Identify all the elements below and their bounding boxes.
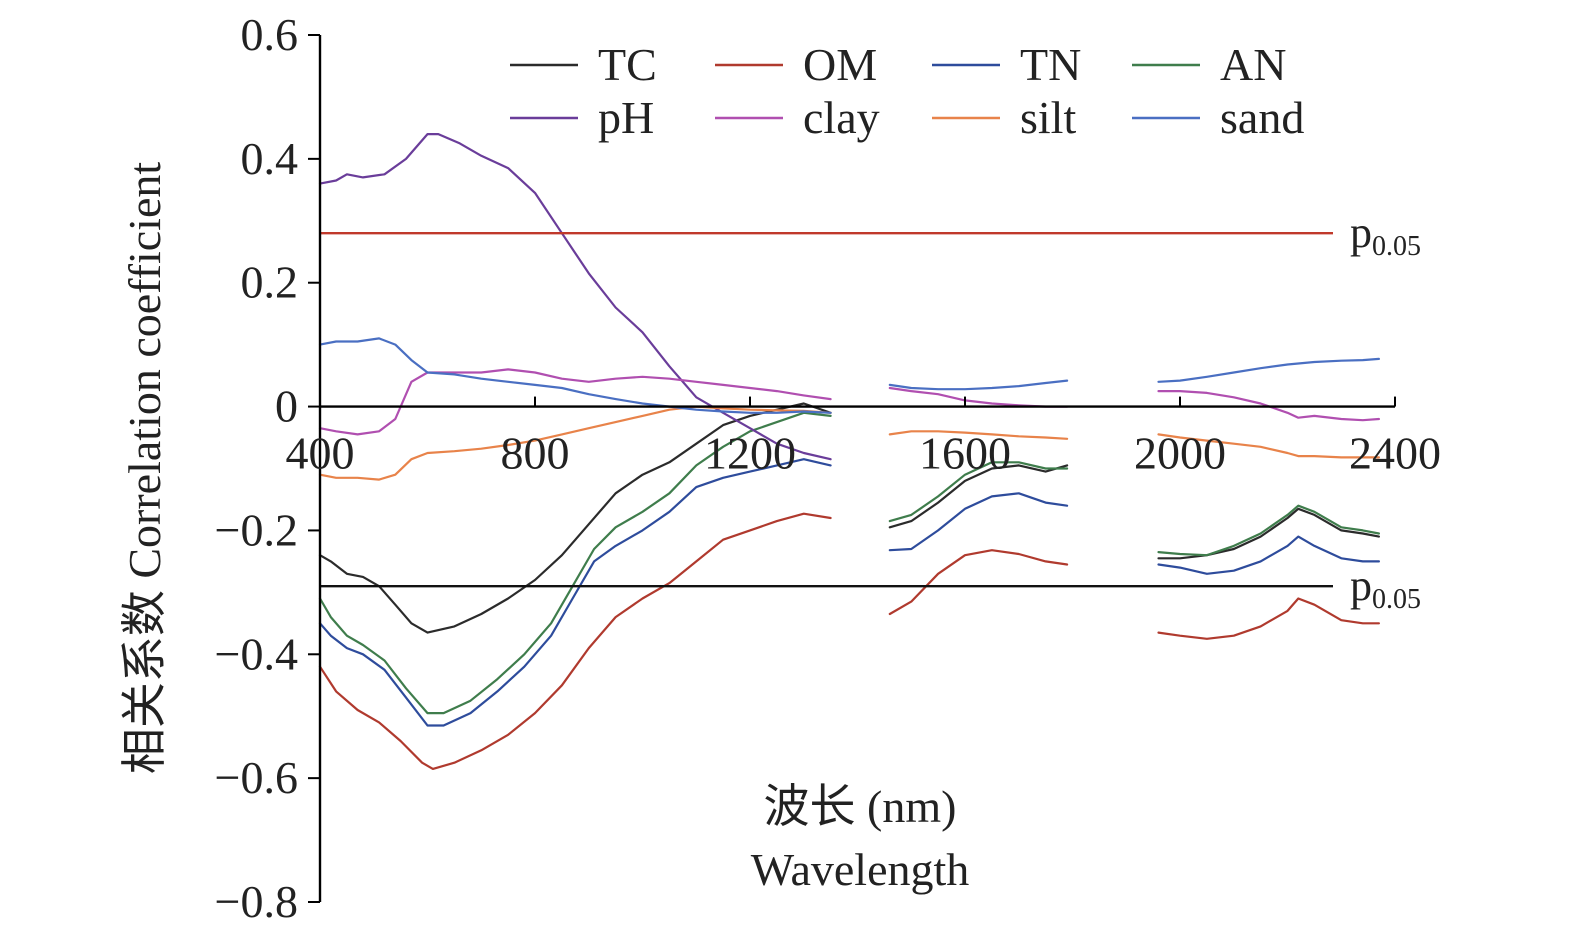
series-line-om-seg2 xyxy=(888,549,1069,616)
x-tick-label: 2400 xyxy=(1349,428,1441,479)
series-line-tc-seg2 xyxy=(888,464,1069,529)
x-tick-label: 2000 xyxy=(1134,428,1226,479)
y-tick-label: −0.4 xyxy=(215,628,298,679)
y-tick-label: −0.8 xyxy=(215,876,298,927)
series-line-silt-seg1 xyxy=(318,405,832,481)
x-tick-label: 800 xyxy=(501,428,570,479)
x-tick-label: 400 xyxy=(286,428,355,479)
series-line-an-seg2 xyxy=(888,461,1069,523)
legend-label-an: AN xyxy=(1220,39,1286,90)
series-line-sand-seg1 xyxy=(318,337,832,414)
x-tick-label: 1200 xyxy=(704,428,796,479)
legend-label-clay: clay xyxy=(803,92,880,143)
series-line-clay-seg3 xyxy=(1157,390,1380,422)
y-tick-label: 0.6 xyxy=(241,9,299,60)
y-tick-label: −0.6 xyxy=(215,752,298,803)
series-line-tn-seg1 xyxy=(318,458,832,727)
series-line-tc-seg3 xyxy=(1157,507,1380,560)
series-line-clay-seg2 xyxy=(888,386,1069,408)
x-tick-label: 1600 xyxy=(919,428,1011,479)
series-line-tn-seg2 xyxy=(888,492,1069,552)
plot-area: p0.05 p0.05 xyxy=(318,133,1421,770)
y-axis-title: 相关系数 Correlation coefficient xyxy=(119,162,170,775)
series-line-tc-seg1 xyxy=(318,402,832,634)
series-line-clay-seg1 xyxy=(318,368,832,436)
series-line-an-seg3 xyxy=(1157,504,1380,557)
series-line-ph-seg1 xyxy=(318,133,832,461)
legend: TC OM TN AN pH clay silt sand xyxy=(510,39,1304,143)
y-tick-label: 0.2 xyxy=(241,257,299,308)
legend-label-sand: sand xyxy=(1220,92,1304,143)
series-line-om-seg1 xyxy=(318,512,832,770)
legend-label-ph: pH xyxy=(598,92,654,143)
x-axis-title-en: Wavelength xyxy=(751,844,970,895)
series-line-om-seg3 xyxy=(1157,597,1380,640)
series-line-sand-seg2 xyxy=(888,379,1069,391)
axes: 0.6 0.4 0.2 0 −0.2 −0.4 −0.6 −0.8 400 800 1200 1600… xyxy=(215,9,1441,927)
significance-label-negative: p0.05 xyxy=(1350,561,1421,615)
legend-label-silt: silt xyxy=(1020,92,1076,143)
series-line-an-seg1 xyxy=(318,411,832,715)
x-axis-title-cn: 波长 (nm) xyxy=(764,781,957,832)
y-tick-label: −0.2 xyxy=(215,504,298,555)
legend-label-tn: TN xyxy=(1020,39,1081,90)
series-line-tn-seg3 xyxy=(1157,535,1380,575)
y-tick-label: 0 xyxy=(275,381,298,432)
y-tick-label: 0.4 xyxy=(241,133,299,184)
series-line-sand-seg3 xyxy=(1157,357,1380,383)
legend-label-tc: TC xyxy=(598,39,657,90)
series-line-silt-seg3 xyxy=(1157,433,1380,459)
significance-label-positive: p0.05 xyxy=(1350,208,1421,262)
series-line-silt-seg2 xyxy=(888,430,1069,440)
legend-label-om: OM xyxy=(803,39,877,90)
